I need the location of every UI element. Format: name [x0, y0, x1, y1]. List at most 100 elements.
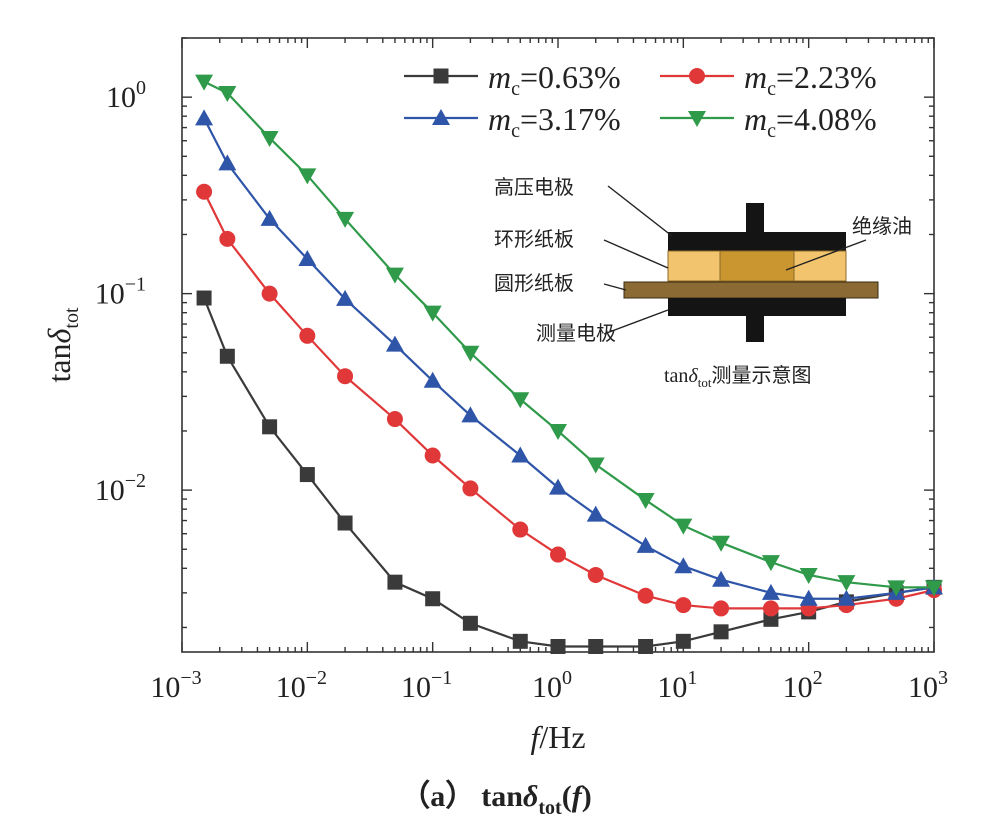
inset-leader-ring-board	[603, 239, 669, 269]
data-point	[712, 535, 731, 552]
inset-diagram: 高压电极 环形纸板 圆形纸板 测量电极 绝缘油 tanδtot测量示意图	[494, 176, 912, 390]
data-point	[424, 447, 441, 464]
data-point	[713, 600, 730, 617]
data-point	[196, 183, 213, 200]
data-point	[387, 574, 403, 590]
legend-label: mc=0.63%	[488, 59, 621, 100]
data-point	[262, 419, 278, 435]
data-point	[511, 392, 530, 409]
legend-marker	[689, 68, 705, 84]
data-point	[762, 600, 779, 617]
axis-ticks	[181, 37, 935, 652]
series-3	[195, 74, 943, 597]
inset-bottom-terminal	[746, 314, 764, 342]
data-point	[799, 567, 818, 584]
inset-leader-measure	[603, 309, 669, 335]
data-point	[462, 615, 478, 631]
data-point	[299, 327, 316, 344]
x-tick-label: 100	[532, 667, 572, 704]
data-point	[837, 575, 856, 592]
data-point	[837, 589, 856, 606]
x-tick-label: 103	[908, 667, 948, 704]
data-point	[219, 348, 235, 364]
inset-oil-gap	[719, 250, 795, 282]
x-tick-label: 101	[657, 667, 697, 704]
data-point	[337, 515, 353, 531]
data-point	[638, 638, 654, 654]
data-point	[636, 536, 655, 553]
data-point	[637, 587, 654, 604]
inset-measure-plate	[668, 298, 846, 316]
inset-leader-oil	[785, 239, 867, 271]
data-point	[298, 168, 317, 185]
data-point	[763, 611, 779, 627]
legend-label: mc=2.23%	[744, 59, 877, 100]
data-point	[423, 305, 442, 322]
y-axis-title: tanδtot	[41, 307, 83, 383]
data-point	[386, 411, 403, 428]
legend-marker	[433, 68, 449, 84]
data-point	[299, 467, 315, 483]
data-point	[218, 85, 237, 102]
data-point	[586, 505, 605, 522]
data-point	[195, 74, 214, 91]
figure-caption: （a） tanδtot(f)	[400, 779, 591, 819]
series-layer	[195, 74, 943, 654]
inset-ring-board-left	[667, 250, 721, 282]
legend-label: mc=3.17%	[488, 101, 621, 142]
data-point	[219, 230, 236, 247]
inset-label-oil: 绝缘油	[852, 215, 912, 238]
inset-caption: tanδtot测量示意图	[664, 364, 811, 390]
series-2	[195, 109, 943, 606]
inset-ring-board-right	[793, 250, 847, 282]
x-tick-label: 10−2	[276, 667, 327, 704]
data-point	[588, 638, 604, 654]
legend-item: mc=3.17%	[404, 101, 621, 142]
axis-tick-labels: 10−3 10−2 10−1 100 101 102 103 10−2 10−1 100	[95, 77, 948, 704]
series-1	[196, 183, 942, 617]
data-point	[761, 583, 780, 600]
data-point	[196, 290, 212, 306]
data-point	[461, 406, 480, 423]
data-point	[712, 570, 731, 587]
data-point	[260, 130, 279, 147]
data-point	[336, 211, 355, 228]
data-point	[713, 624, 729, 640]
data-point	[586, 457, 605, 474]
legend-marker	[688, 111, 706, 127]
inset-top-terminal	[746, 203, 764, 249]
data-point	[550, 546, 566, 563]
inset-leader-round-board	[603, 283, 627, 291]
x-tick-label: 10−1	[401, 667, 452, 704]
data-point	[636, 493, 655, 510]
data-point	[549, 423, 567, 440]
data-point	[461, 345, 480, 362]
data-point	[423, 371, 442, 388]
legend-item: mc=4.08%	[660, 101, 877, 142]
y-tick-label: 10−1	[95, 274, 146, 311]
data-point	[260, 209, 279, 226]
data-point	[587, 566, 604, 583]
inset-label-measure: 测量电极	[536, 322, 616, 345]
data-point	[799, 589, 818, 606]
x-tick-label: 10−3	[150, 667, 201, 704]
data-point	[675, 597, 692, 614]
data-point	[511, 446, 530, 463]
data-point	[298, 250, 317, 267]
inset-label-high-voltage: 高压电极	[494, 176, 574, 199]
legend-item: mc=2.23%	[660, 59, 877, 100]
data-point	[887, 580, 906, 597]
inset-label-round-board: 圆形纸板	[494, 272, 574, 295]
data-point	[462, 480, 479, 497]
data-point	[674, 557, 693, 574]
inset-round-board	[623, 281, 879, 299]
data-point	[261, 285, 278, 302]
data-point	[550, 638, 566, 654]
data-point	[512, 633, 528, 649]
data-point	[385, 335, 404, 352]
data-point	[385, 267, 404, 284]
legend-marker	[432, 109, 450, 125]
inset-leader-high-voltage	[607, 185, 673, 237]
data-point	[336, 289, 355, 306]
